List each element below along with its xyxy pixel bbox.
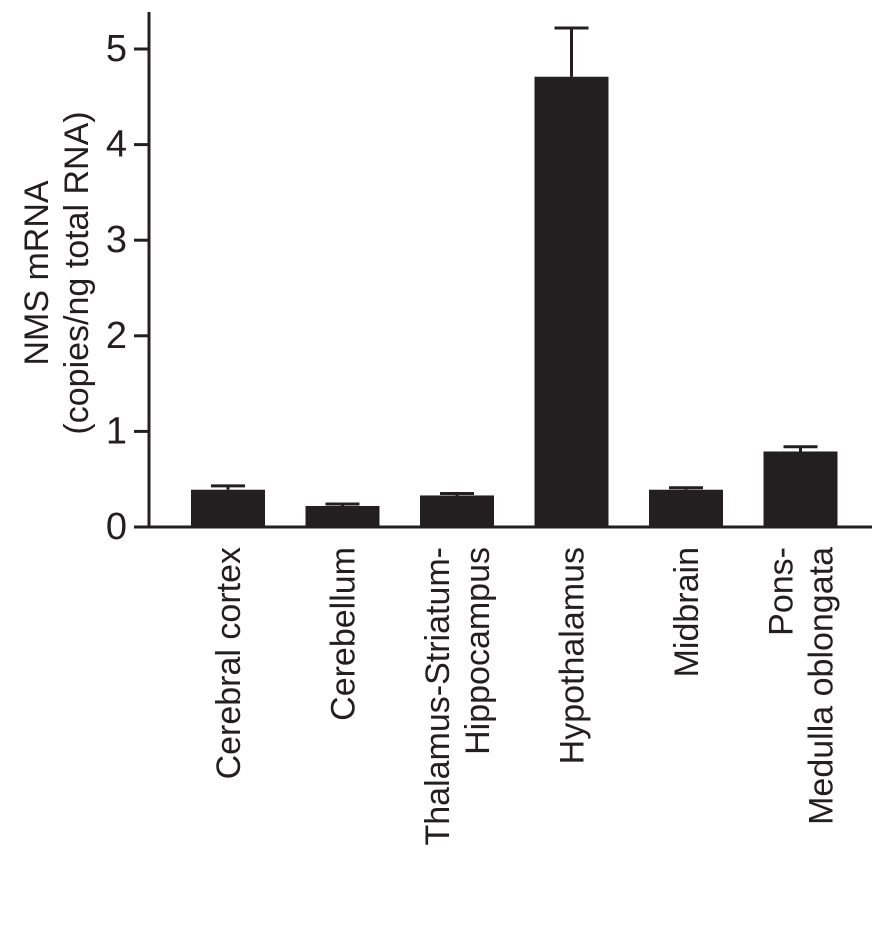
category-label: Hippocampus [459,547,497,755]
y-tick-label: 3 [106,219,127,261]
category-label: Midbrain [668,547,706,677]
bars [191,26,838,527]
y-tick-label: 2 [106,315,127,357]
y-axis-ticks: 0 1 2 3 4 5 [106,28,149,548]
bar [191,489,265,527]
bar [534,76,609,527]
y-tick-label: 0 [106,506,127,548]
y-tick-label: 5 [106,28,127,70]
category-label: Cerebral cortex [210,547,248,779]
bar [763,451,838,527]
error-bar [325,502,360,506]
axes [147,12,872,529]
bar [420,495,494,527]
error-bar [554,26,589,77]
y-axis-title-line1: NMS mRNA [18,180,56,365]
y-axis-title: NMS mRNA (copies/ng total RNA) [18,111,96,434]
y-tick-label: 4 [106,124,127,166]
error-bar [440,492,474,496]
error-bar [783,445,818,452]
y-tick-label: 1 [106,410,127,452]
category-label: Hypothalamus [554,547,592,764]
category-label: Pons- [763,547,801,636]
error-bar [211,484,245,490]
category-label: Thalamus-Striatum- [419,547,457,846]
bar [305,505,380,527]
y-axis-title-line2: (copies/ng total RNA) [58,111,96,434]
x-axis-categories: Cerebral cortex Cerebellum Thalamus-Striat… [210,547,841,846]
bar [649,489,723,527]
category-label: Cerebellum [325,547,363,721]
error-bar [669,486,703,490]
category-label: Medulla oblongata [803,547,841,825]
